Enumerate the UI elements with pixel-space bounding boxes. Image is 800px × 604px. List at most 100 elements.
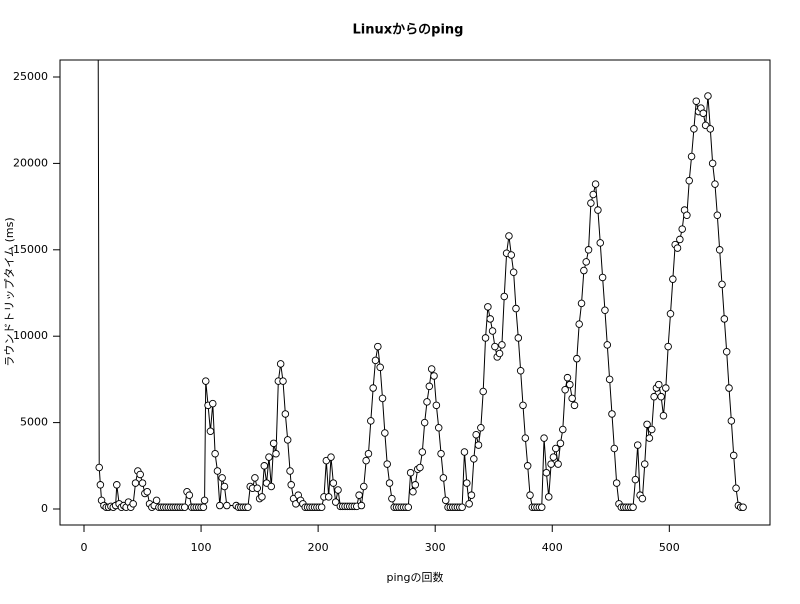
point — [200, 496, 209, 505]
point — [388, 494, 396, 503]
point — [385, 479, 394, 487]
point — [631, 475, 640, 484]
point — [594, 206, 602, 214]
point — [484, 303, 492, 311]
point — [331, 498, 340, 506]
point — [556, 439, 565, 448]
point — [406, 468, 415, 477]
plot-area — [95, 60, 747, 512]
point — [136, 470, 144, 479]
point — [566, 380, 574, 389]
point — [430, 372, 438, 380]
point — [472, 430, 480, 439]
point — [676, 235, 684, 244]
point — [739, 503, 747, 512]
point — [96, 481, 105, 489]
point — [704, 92, 712, 100]
x-tick-label: 500 — [659, 541, 680, 554]
point — [610, 444, 619, 453]
point — [603, 341, 612, 349]
point — [729, 451, 738, 460]
point — [357, 501, 366, 510]
point — [479, 387, 487, 396]
point — [213, 467, 222, 475]
point — [272, 449, 280, 458]
point — [666, 309, 675, 318]
point — [383, 460, 391, 468]
point — [211, 449, 219, 458]
plot-frame — [59, 59, 771, 526]
point — [185, 491, 194, 499]
point — [131, 479, 140, 487]
point — [276, 360, 285, 368]
point — [355, 491, 363, 499]
point — [580, 266, 588, 275]
point — [199, 503, 208, 512]
point — [420, 418, 429, 427]
point — [669, 275, 677, 283]
point — [577, 299, 586, 308]
point — [411, 481, 420, 489]
point — [269, 439, 278, 448]
point — [540, 434, 548, 442]
point — [559, 425, 567, 434]
point — [378, 394, 387, 403]
point — [514, 334, 523, 342]
point — [516, 367, 525, 375]
point — [279, 377, 287, 385]
point — [544, 493, 553, 501]
point — [727, 417, 736, 425]
point — [360, 482, 368, 491]
x-tick-label: 200 — [308, 541, 329, 554]
point — [467, 491, 476, 499]
point — [374, 342, 382, 351]
y-tick-label: 15000 — [13, 243, 48, 256]
point — [573, 354, 581, 363]
point — [362, 456, 370, 465]
point — [582, 258, 590, 266]
point — [434, 424, 443, 432]
point — [488, 327, 497, 335]
point — [244, 503, 252, 512]
point — [437, 449, 445, 458]
point — [441, 496, 450, 505]
point — [512, 304, 520, 313]
point — [334, 486, 342, 494]
point — [537, 503, 546, 512]
point — [605, 375, 614, 384]
chart-title: Linuxからのping — [353, 23, 464, 38]
point — [507, 251, 516, 259]
point — [129, 500, 137, 508]
point — [251, 474, 259, 482]
point — [608, 410, 616, 418]
y-tick-label: 5000 — [20, 416, 48, 429]
point — [552, 444, 560, 453]
point — [687, 152, 696, 161]
point — [509, 268, 518, 277]
point — [706, 125, 715, 133]
point — [491, 342, 499, 351]
point — [327, 453, 335, 461]
y-tick-label: 20000 — [13, 156, 48, 169]
point — [376, 363, 384, 372]
point — [220, 482, 229, 491]
point — [218, 474, 226, 482]
point — [523, 462, 532, 470]
point — [206, 427, 215, 435]
point — [460, 448, 469, 456]
x-tick-label: 300 — [425, 541, 446, 554]
point — [650, 392, 658, 401]
point — [201, 377, 210, 385]
point — [432, 401, 441, 410]
point — [659, 411, 668, 420]
point — [547, 460, 555, 468]
point — [711, 180, 719, 188]
point — [364, 449, 373, 458]
point — [519, 401, 527, 410]
point — [673, 244, 682, 252]
point — [329, 479, 338, 487]
x-tick-label: 400 — [542, 541, 563, 554]
point — [587, 199, 595, 207]
point — [463, 479, 471, 487]
point — [381, 429, 389, 437]
